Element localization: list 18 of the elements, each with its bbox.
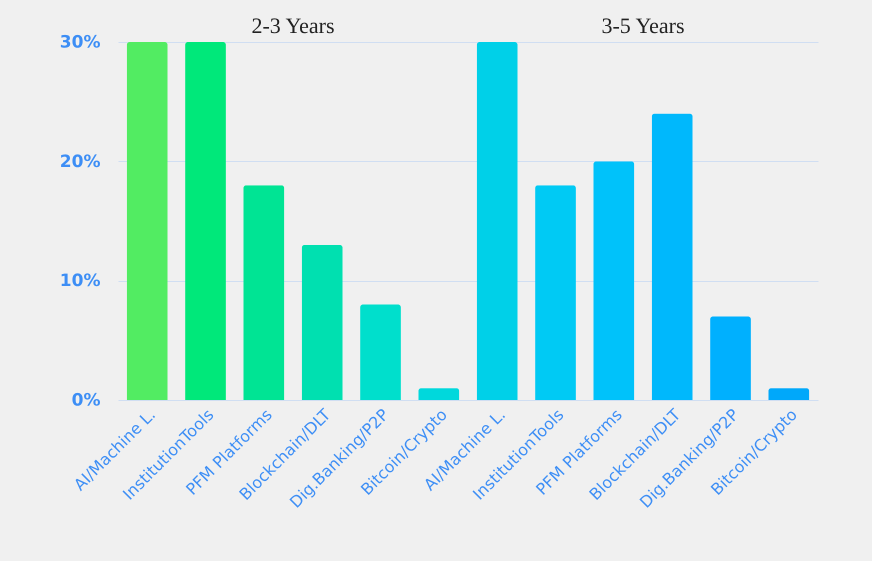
bar	[535, 185, 576, 400]
bar	[243, 185, 284, 400]
bar	[593, 161, 634, 400]
y-tick-label: 30%	[60, 32, 100, 52]
y-tick-label: 0%	[72, 390, 100, 410]
bar	[126, 42, 168, 400]
bar	[652, 114, 693, 400]
text: 2-3 Years	[251, 13, 335, 38]
bar	[418, 388, 460, 400]
text: 3-5 Years	[601, 13, 685, 38]
y-tick-label: 10%	[60, 271, 100, 292]
bar	[768, 388, 810, 400]
y-tick-label: 20%	[60, 152, 100, 172]
bar	[360, 304, 401, 400]
bar	[185, 42, 226, 400]
bar	[476, 42, 518, 400]
bar	[710, 316, 751, 400]
bar	[302, 244, 343, 400]
